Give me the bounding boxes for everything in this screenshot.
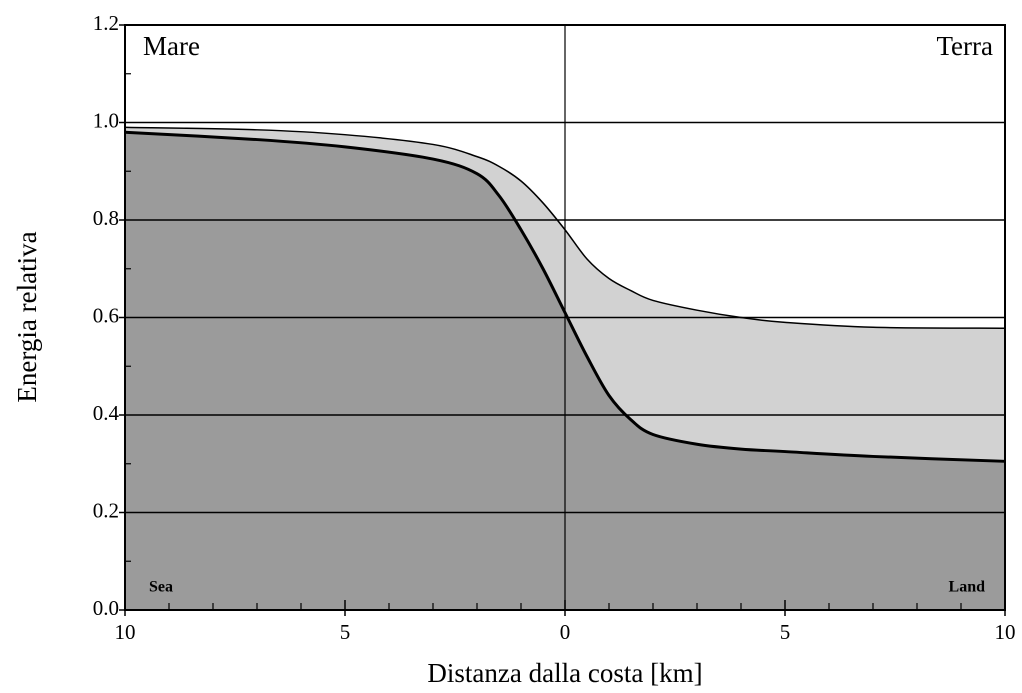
x-tick-label: 10: [115, 620, 136, 644]
x-tick-label: 10: [995, 620, 1016, 644]
annotation: Mare: [143, 31, 200, 61]
plot-frame: [124, 24, 1006, 611]
area-line: [124, 126, 1006, 329]
annotation: Sea: [149, 579, 173, 596]
y-tick-label: 0.6: [93, 303, 119, 327]
y-tick-label: 0.2: [93, 498, 119, 522]
x-tick-label: 0: [560, 620, 571, 644]
x-tick-label: 5: [340, 620, 351, 644]
annotation: Land: [949, 579, 986, 596]
y-tick-label: 0.8: [93, 206, 119, 230]
area-line: [124, 130, 1006, 463]
annotation: Terra: [936, 31, 993, 61]
y-tick-label: 0.0: [93, 596, 119, 620]
y-axis-title: Energia relativa: [12, 231, 42, 402]
x-tick-label: 5: [780, 620, 791, 644]
y-tick-label: 0.4: [93, 401, 120, 425]
x-axis-title: Distanza dalla costa [km]: [427, 658, 702, 688]
y-tick-label: 1.0: [93, 108, 119, 132]
y-tick-label: 1.2: [93, 11, 119, 35]
